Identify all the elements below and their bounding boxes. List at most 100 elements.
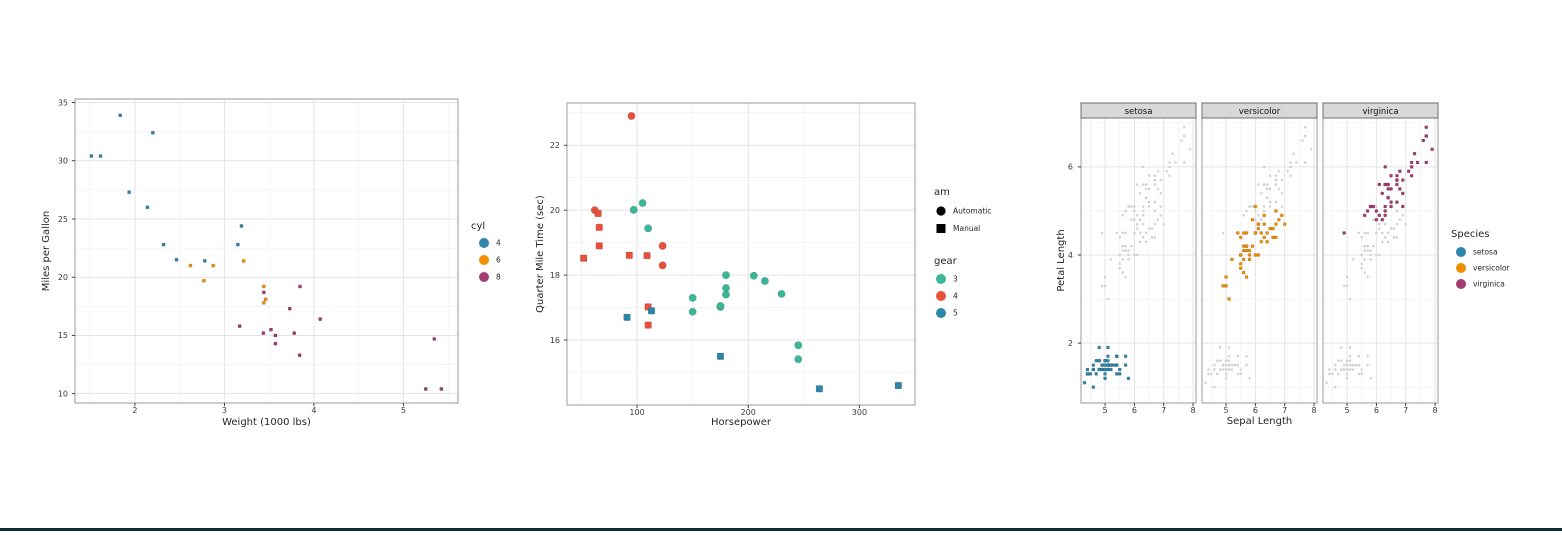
- data-point: [1103, 284, 1107, 288]
- data-point: [647, 307, 656, 315]
- data-point: [263, 297, 268, 302]
- data-point: [1230, 363, 1234, 367]
- data-point: [1180, 139, 1183, 142]
- data-point: [1360, 372, 1363, 376]
- data-point: [1117, 367, 1122, 372]
- data-point: [1395, 200, 1399, 204]
- legend-item-label: 4: [496, 239, 501, 248]
- data-point: [151, 130, 155, 135]
- data-point: [1144, 240, 1148, 243]
- data-point: [1115, 363, 1119, 367]
- data-point: [1383, 209, 1387, 213]
- data-point: [1153, 209, 1157, 213]
- data-point: [1381, 231, 1384, 235]
- data-point: [1274, 209, 1278, 213]
- data-point: [1395, 182, 1399, 187]
- data-point: [1227, 368, 1231, 371]
- legend-title: Species: [1451, 229, 1490, 240]
- data-point: [1366, 363, 1369, 367]
- legend-title: cyl: [471, 221, 485, 232]
- data-point: [1085, 372, 1090, 376]
- y-axis-title: Miles per Gallon: [41, 211, 52, 291]
- data-point: [1244, 244, 1249, 248]
- data-point: [1130, 244, 1133, 248]
- data-point: [1247, 248, 1252, 253]
- data-point: [273, 333, 278, 338]
- data-point: [1363, 271, 1366, 274]
- data-point: [1262, 222, 1266, 226]
- data-point: [1133, 209, 1136, 213]
- data-point: [1256, 226, 1261, 231]
- data-point: [1404, 222, 1407, 226]
- data-point: [1271, 226, 1275, 231]
- data-point: [1342, 284, 1346, 288]
- data-point: [1280, 205, 1283, 208]
- legend-title: gear: [934, 256, 958, 267]
- data-point: [1395, 178, 1399, 182]
- data-point: [1395, 222, 1399, 226]
- data-point: [1213, 368, 1216, 371]
- data-point: [1159, 205, 1162, 208]
- data-point: [1395, 209, 1399, 213]
- data-point: [1378, 227, 1381, 230]
- data-point: [1141, 222, 1145, 226]
- data-point: [1342, 363, 1346, 367]
- data-point: [1372, 218, 1375, 221]
- data-point: [794, 341, 803, 350]
- data-point: [1141, 214, 1145, 217]
- y-tick-label: 20: [58, 273, 68, 282]
- data-point: [1117, 372, 1122, 376]
- data-point: [1238, 253, 1243, 257]
- legend-circle-marker: [1456, 247, 1466, 257]
- data-point: [1383, 182, 1387, 187]
- data-point: [1153, 178, 1157, 182]
- cyl-legend: cyl 4 6 8: [471, 221, 501, 282]
- data-point: [439, 387, 444, 391]
- data-point: [1121, 258, 1124, 261]
- data-point: [1286, 170, 1289, 173]
- panel-background: [1202, 118, 1317, 403]
- data-point: [297, 353, 302, 358]
- data-point: [1123, 354, 1128, 359]
- legend-circle-marker: [479, 255, 489, 265]
- data-point: [1337, 372, 1340, 376]
- data-point: [1133, 253, 1136, 257]
- data-point: [794, 355, 803, 364]
- data-point: [1253, 253, 1258, 257]
- data-point: [1136, 183, 1139, 186]
- data-point: [1424, 134, 1429, 138]
- legend-item-label: virginica: [1473, 280, 1505, 289]
- data-point: [1244, 275, 1249, 279]
- data-point: [1106, 354, 1110, 359]
- data-point: [1230, 257, 1234, 262]
- data-point: [1348, 297, 1352, 301]
- data-point: [1144, 196, 1148, 199]
- data-point: [1250, 244, 1255, 248]
- data-point: [1100, 367, 1104, 372]
- data-point: [1268, 205, 1272, 208]
- data-point: [1262, 165, 1266, 169]
- data-point: [1386, 240, 1390, 243]
- y-tick-label: 30: [58, 157, 68, 166]
- data-point: [261, 300, 266, 305]
- data-point: [1369, 258, 1372, 261]
- data-point: [1082, 380, 1087, 385]
- data-point: [1124, 209, 1127, 213]
- data-point: [1153, 200, 1157, 204]
- data-point: [1165, 170, 1168, 173]
- data-point: [721, 271, 730, 280]
- data-point: [1121, 271, 1124, 274]
- qsec-vs-horsepower-chart: 100 200 300 16 18 20 22 Horsepower Quarter Mile …: [535, 102, 991, 428]
- data-point: [1262, 213, 1266, 218]
- data-point: [1221, 284, 1225, 288]
- data-point: [1277, 170, 1281, 173]
- data-point: [716, 301, 725, 310]
- data-point: [1395, 236, 1399, 239]
- data-point: [894, 381, 902, 390]
- x-tick-label: 6: [1374, 406, 1379, 415]
- data-point: [1398, 218, 1402, 221]
- data-point: [1381, 240, 1384, 243]
- data-point: [1289, 174, 1292, 177]
- data-point: [202, 278, 206, 283]
- data-point: [1139, 231, 1142, 235]
